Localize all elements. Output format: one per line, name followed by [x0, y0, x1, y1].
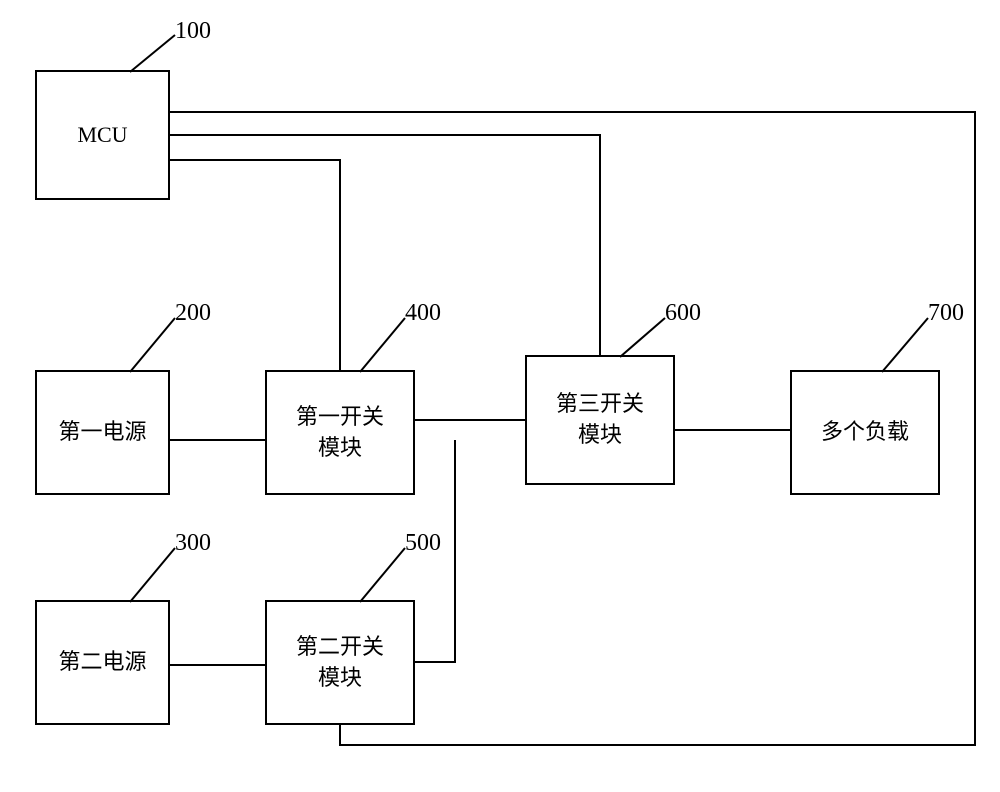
edge-mcu-sw3 — [170, 135, 600, 355]
node-sw3-label: 第三开关 模块 — [556, 389, 644, 451]
label-700: 700 — [928, 300, 964, 327]
label-500: 500 — [405, 530, 441, 557]
node-ps2-label: 第二电源 — [58, 647, 146, 678]
leader-400 — [360, 318, 405, 372]
label-600: 600 — [665, 300, 701, 327]
edge-mcu-sw1 — [170, 160, 340, 370]
node-sw3: 第三开关 模块 — [525, 355, 675, 485]
node-loads: 多个负载 — [790, 370, 940, 495]
leader-200 — [130, 318, 175, 372]
node-sw2-label: 第二开关 模块 — [296, 632, 384, 694]
leader-500 — [360, 548, 405, 602]
label-200: 200 — [175, 300, 211, 327]
label-400: 400 — [405, 300, 441, 327]
label-100: 100 — [175, 18, 211, 45]
node-ps1-label: 第一电源 — [58, 417, 146, 448]
leader-700 — [882, 318, 928, 372]
node-loads-label: 多个负载 — [821, 417, 909, 448]
diagram-canvas: MCU 第一电源 第二电源 第一开关 模块 第二开关 模块 第三开关 模块 多个… — [0, 0, 1000, 792]
node-sw1: 第一开关 模块 — [265, 370, 415, 495]
leader-100 — [130, 35, 175, 72]
leader-300 — [130, 548, 175, 602]
node-ps2: 第二电源 — [35, 600, 170, 725]
leader-600 — [620, 318, 665, 357]
label-300: 300 — [175, 530, 211, 557]
node-sw2: 第二开关 模块 — [265, 600, 415, 725]
node-sw1-label: 第一开关 模块 — [296, 402, 384, 464]
node-mcu: MCU — [35, 70, 170, 200]
node-mcu-label: MCU — [77, 120, 127, 151]
node-ps1: 第一电源 — [35, 370, 170, 495]
